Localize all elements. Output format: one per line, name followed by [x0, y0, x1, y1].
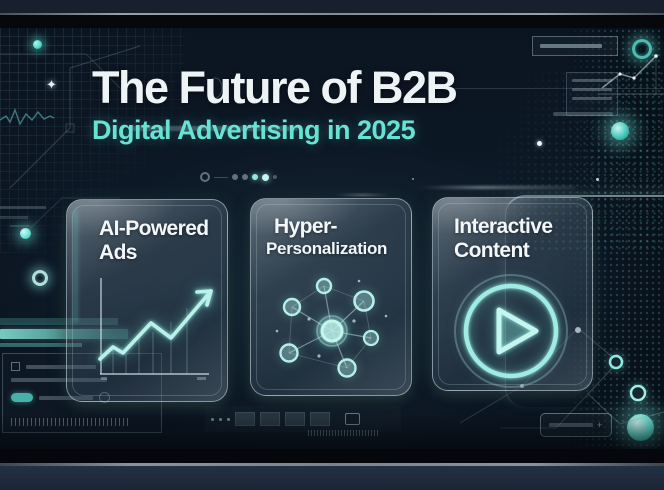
page-title: The Future of B2B — [92, 62, 458, 113]
glow-node-icon — [20, 228, 31, 239]
chip-icon — [11, 362, 20, 371]
card-title: Hyper- Personalization — [251, 199, 411, 259]
microtext-bar — [553, 112, 613, 116]
sparkle-icon: ✦ — [46, 77, 57, 92]
monitor-stand-area — [0, 465, 664, 490]
hud-dash — [0, 216, 28, 219]
pagination-dot-1[interactable] — [232, 174, 238, 180]
circuit-lines-top-left — [0, 45, 223, 239]
pagination-dot-3[interactable] — [252, 174, 258, 180]
dot — [412, 178, 414, 180]
dot — [596, 178, 599, 181]
lens-flare — [420, 186, 575, 189]
hud-label-box — [532, 36, 618, 56]
hud-dash — [10, 225, 30, 227]
waveform-icon — [0, 108, 55, 126]
card-title-line1: AI-Powered — [99, 217, 209, 240]
signal-bar — [0, 343, 82, 347]
text-bar — [11, 378, 107, 382]
text-bar — [26, 364, 96, 369]
ring-node-icon — [32, 270, 48, 286]
mini-line-chart-icon — [598, 54, 664, 95]
play-circle-icon[interactable] — [449, 269, 573, 393]
glow-dot-icon — [33, 40, 42, 49]
network-nodes-icon — [275, 277, 388, 378]
pagination-dot-5[interactable] — [273, 175, 277, 179]
text-bar — [572, 97, 612, 100]
panel-row — [11, 378, 107, 382]
signal-bar — [0, 329, 128, 339]
microtext-bar — [132, 126, 298, 131]
hud-data-panel — [566, 72, 618, 116]
slide-header: The Future of B2B Digital Advertising in… — [92, 62, 458, 146]
text-bar — [39, 395, 93, 400]
card-title: AI-Powered Ads — [67, 200, 227, 265]
glow-orb-icon — [611, 122, 629, 140]
pagination-dot-4[interactable] — [262, 173, 269, 181]
page-subtitle: Digital Advertising in 2025 — [92, 115, 416, 146]
slide-screen: ✦ — [0, 28, 664, 449]
monitor-bezel-top — [0, 15, 664, 28]
text-bar — [540, 44, 602, 48]
signal-bar — [0, 318, 118, 325]
screen-shade — [0, 413, 664, 449]
monitor-bezel-bottom — [0, 449, 664, 463]
ring-node-icon — [632, 39, 652, 59]
glare-streak — [335, 194, 390, 196]
feature-card-hyper-personalization: Hyper- Personalization — [250, 198, 412, 396]
divider-line — [428, 88, 664, 89]
card-title-line2: Content — [454, 239, 530, 262]
feature-card-ai-powered-ads: AI-Powered Ads — [66, 199, 228, 402]
text-bar — [572, 88, 612, 91]
dot — [537, 141, 542, 146]
panel-row — [11, 362, 96, 371]
gear-ring-icon — [200, 172, 210, 182]
card-title-line2: Personalization — [266, 239, 388, 258]
glow-accent-line — [74, 210, 77, 322]
status-pill — [11, 393, 33, 402]
card-title: Interactive Content — [433, 198, 592, 263]
monitor-bezel-top-highlight — [0, 13, 664, 15]
carousel-pagination — [200, 170, 277, 184]
card-title-line2: Ads — [99, 241, 137, 264]
divider-line — [214, 176, 228, 178]
line-chart-arrow-icon — [98, 278, 213, 380]
text-bar — [572, 79, 612, 82]
feature-card-interactive-content: Interactive Content — [432, 197, 593, 391]
card-title-line1: Interactive — [454, 215, 553, 238]
hud-dash — [0, 206, 46, 209]
pagination-dot-2[interactable] — [242, 174, 248, 180]
monitor-bezel-bottom-highlight — [0, 463, 664, 466]
card-title-line1: Hyper- — [274, 215, 338, 238]
